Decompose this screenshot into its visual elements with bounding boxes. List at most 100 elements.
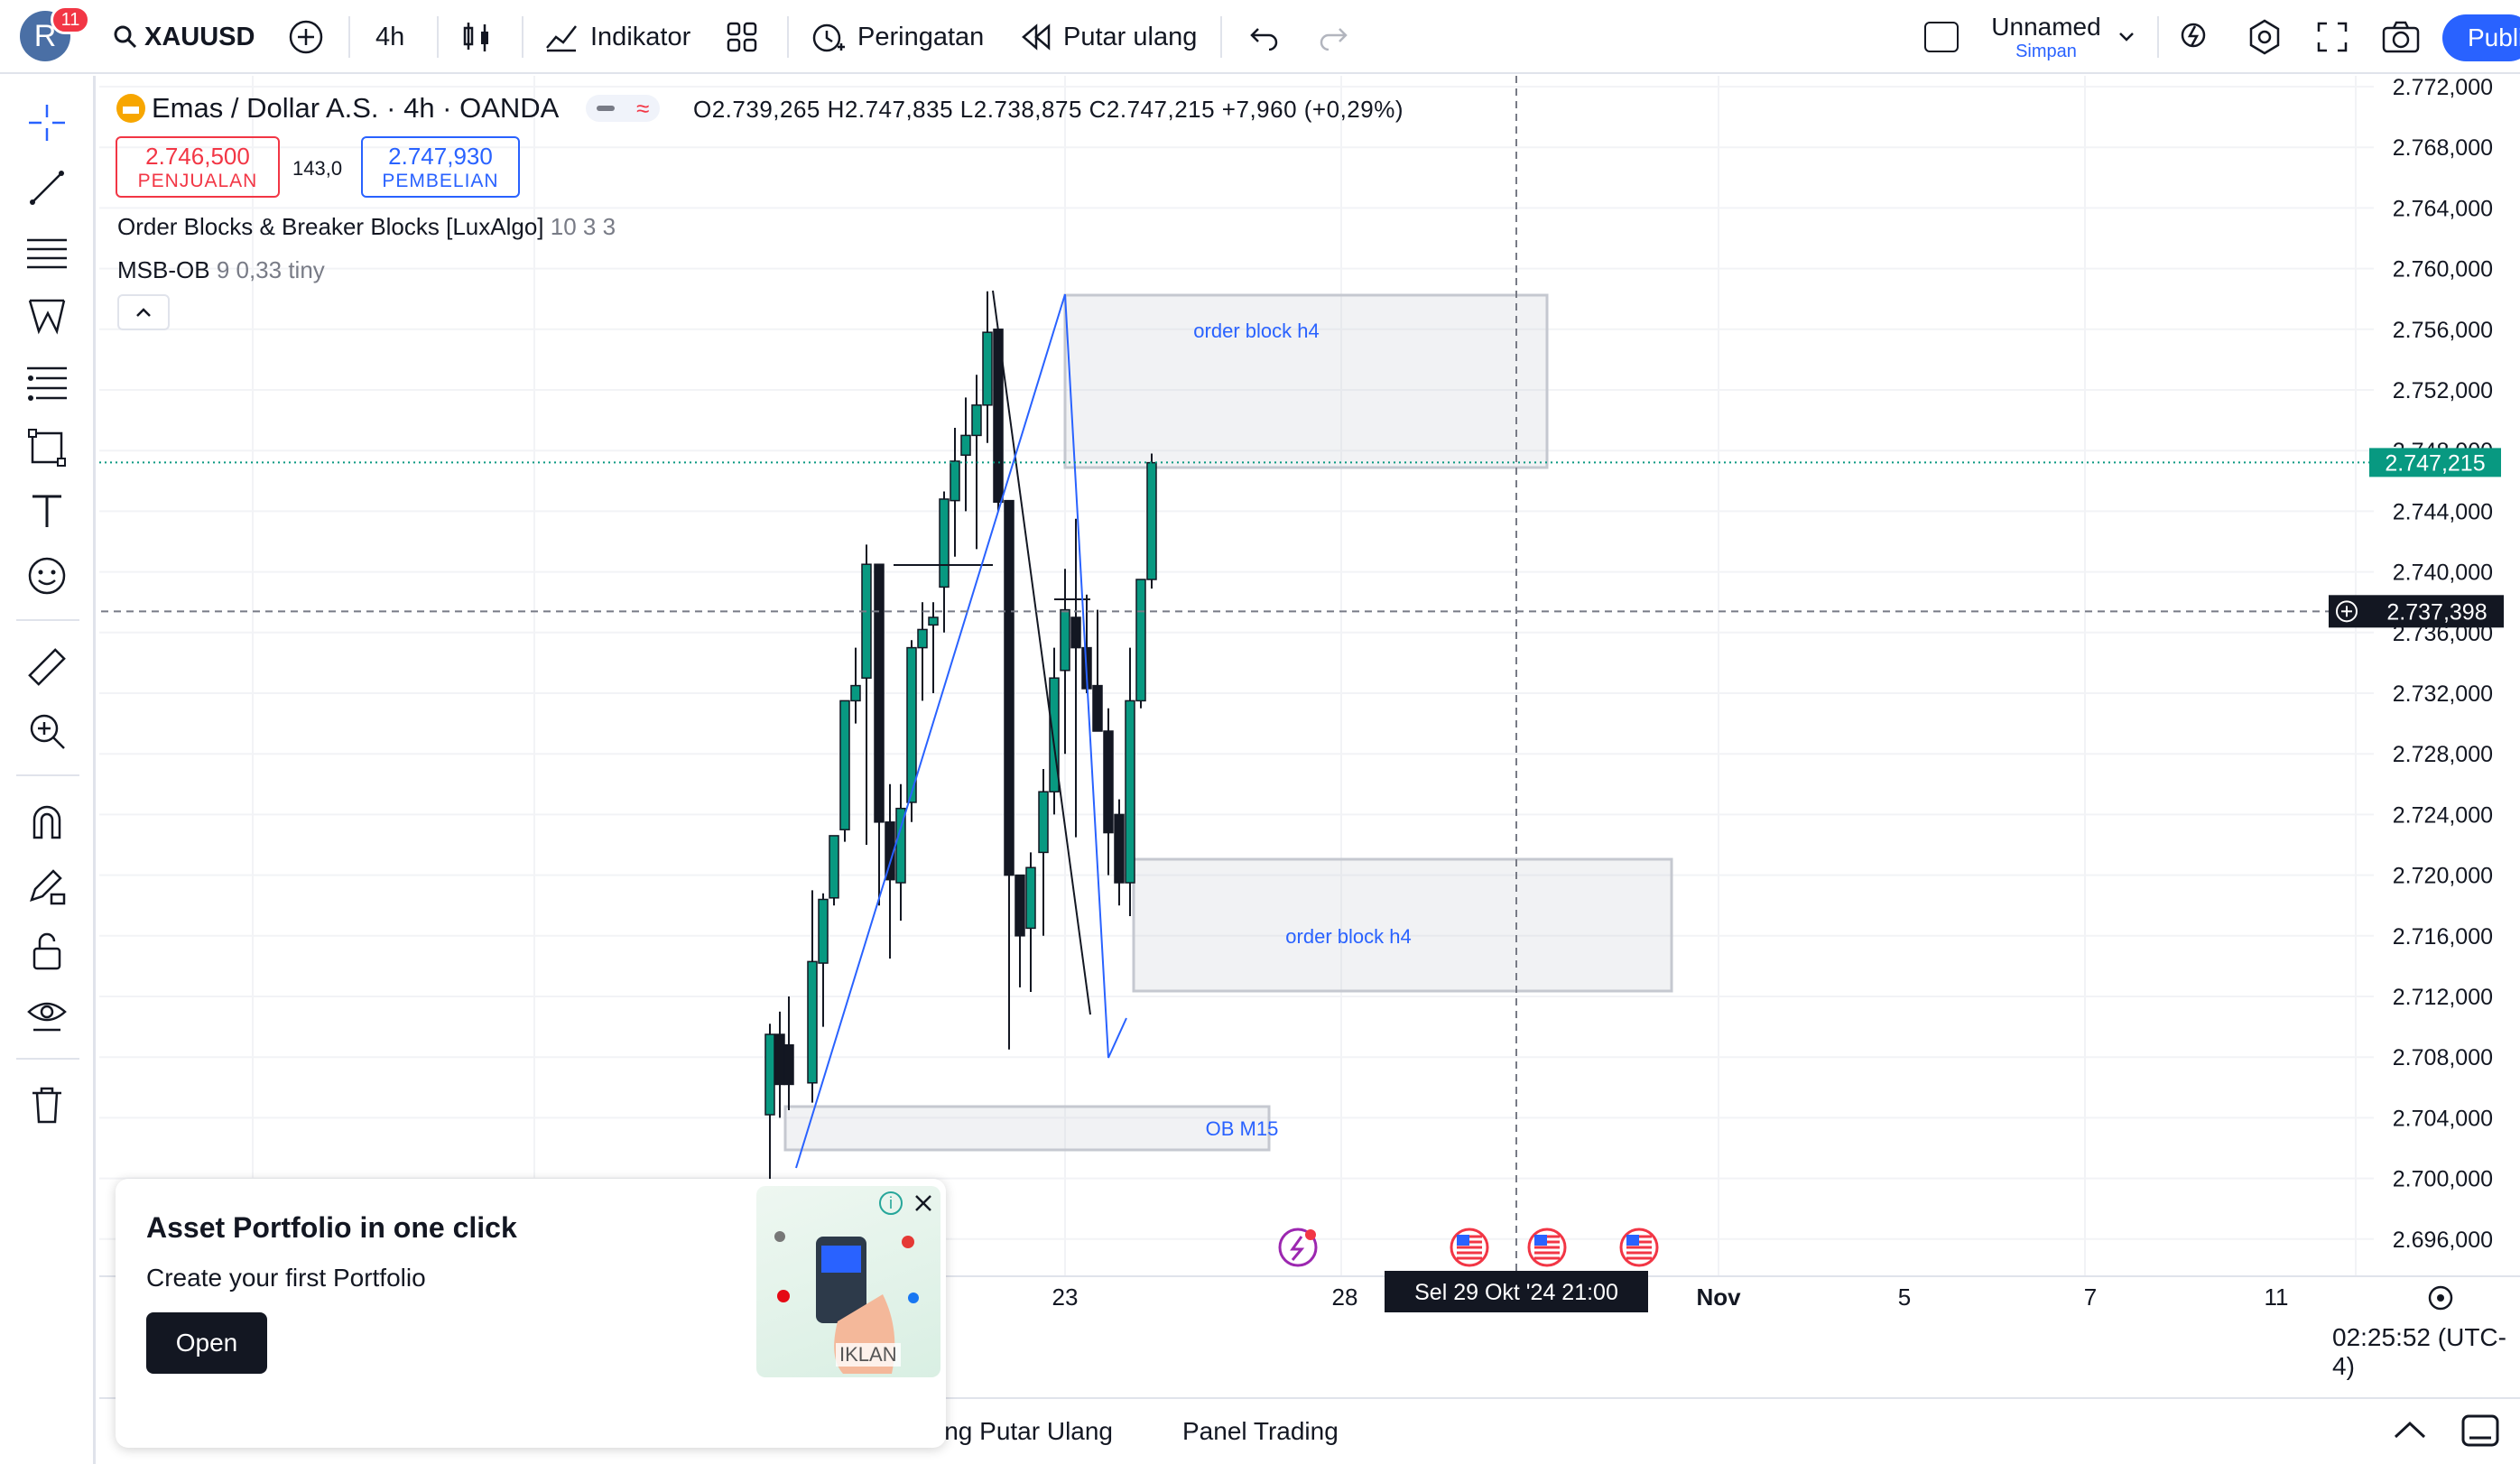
parallel-lines-icon bbox=[27, 238, 67, 269]
candle-body bbox=[960, 434, 971, 456]
ad-info-icon[interactable]: i bbox=[879, 1191, 903, 1215]
us-flag-icon bbox=[1457, 1235, 1469, 1246]
indicators-button[interactable]: Indikator bbox=[543, 0, 690, 74]
last-price-label: 2.747,215 bbox=[2385, 450, 2485, 476]
measure-tool[interactable] bbox=[23, 644, 70, 691]
alerts-button[interactable]: Peringatan bbox=[809, 0, 984, 74]
sell-price: 2.746,500 bbox=[145, 142, 250, 170]
publish-button[interactable]: Publi bbox=[2442, 14, 2520, 61]
rectangle-tool[interactable] bbox=[23, 424, 70, 471]
fullscreen-button[interactable] bbox=[2316, 0, 2349, 74]
tab-trading-panel[interactable]: Panel Trading bbox=[1182, 1417, 1339, 1445]
collapse-legend-button[interactable] bbox=[117, 294, 170, 330]
time-tick-label: 23 bbox=[1052, 1283, 1079, 1311]
horizontal-lines-tool[interactable] bbox=[23, 229, 70, 276]
fibonacci-icon bbox=[27, 366, 67, 401]
axis-settings-icon bbox=[2428, 1285, 2453, 1311]
maximize-icon bbox=[2461, 1414, 2499, 1447]
last-price-tag bbox=[2369, 448, 2501, 477]
timezone-clock[interactable]: 02:25:52 (UTC-4) bbox=[2332, 1323, 2506, 1380]
layout-checkbox[interactable] bbox=[1924, 0, 1959, 74]
wave-icon: ≈ bbox=[636, 94, 650, 122]
stay-drawing-tool[interactable] bbox=[23, 863, 70, 910]
expand-panel-button[interactable] bbox=[2392, 1419, 2428, 1445]
candle-body bbox=[1103, 730, 1114, 834]
rewind-icon bbox=[1022, 23, 1051, 51]
price-tick-label: 2.724,000 bbox=[2393, 802, 2493, 828]
trendline-tool[interactable] bbox=[23, 164, 70, 211]
msb-line bbox=[992, 290, 1091, 1015]
indicator-legend-luxalgo[interactable]: Order Blocks & Breaker Blocks [LuxAlgo] … bbox=[117, 213, 616, 241]
crosshair-tool[interactable] bbox=[23, 99, 70, 146]
axis-settings-icon bbox=[2437, 1294, 2444, 1302]
candle-body bbox=[1092, 684, 1103, 732]
drawing-toolbar bbox=[0, 76, 96, 1464]
redo-button[interactable] bbox=[1318, 0, 1348, 74]
sell-button[interactable]: 2.746,500 PENJUALAN bbox=[116, 136, 280, 198]
compare-symbol-button[interactable] bbox=[287, 0, 325, 74]
quick-search-button[interactable] bbox=[2177, 0, 2213, 74]
indicators-icon bbox=[546, 25, 577, 52]
market-status-pill[interactable]: ≈ bbox=[586, 94, 661, 122]
notification-badge: 11 bbox=[51, 5, 90, 34]
order-block-zone bbox=[783, 1105, 1271, 1152]
replay-label: Putar ulang bbox=[1063, 22, 1198, 51]
indicators-label: Indikator bbox=[590, 22, 691, 51]
hide-drawings-tool[interactable] bbox=[23, 991, 70, 1038]
toolbar-divider bbox=[16, 774, 79, 776]
symbol-title: Emas / Dollar A.S. · 4h · OANDA bbox=[152, 92, 560, 124]
candle-body bbox=[1114, 813, 1125, 884]
candle-body bbox=[950, 460, 960, 502]
zoom-tool[interactable] bbox=[23, 708, 70, 755]
chart-type-button[interactable] bbox=[460, 0, 493, 74]
undo-button[interactable] bbox=[1249, 0, 1280, 74]
symbol-search-button[interactable]: XAUUSD bbox=[112, 0, 255, 74]
price-tick-label: 2.760,000 bbox=[2393, 257, 2493, 283]
magnet-icon bbox=[32, 805, 61, 839]
ad-close-button[interactable] bbox=[910, 1190, 937, 1217]
price-chart[interactable]: order block h4 order block h4 OB M15 2.772,… bbox=[99, 76, 2520, 1390]
indicator-params: 9 0,33 tiny bbox=[216, 256, 325, 283]
magnet-tool[interactable] bbox=[23, 798, 70, 845]
replay-button[interactable]: Putar ulang bbox=[1020, 0, 1197, 74]
snapshot-button[interactable] bbox=[2381, 0, 2421, 74]
templates-button[interactable] bbox=[726, 0, 758, 74]
layout-dropdown-button[interactable] bbox=[2117, 0, 2136, 74]
grid-icon bbox=[727, 22, 757, 52]
trend-line-icon bbox=[30, 171, 64, 205]
ad-tag: IKLAN bbox=[836, 1343, 901, 1367]
toolbar-divider bbox=[787, 16, 789, 58]
remove-drawings-tool[interactable] bbox=[23, 1081, 70, 1128]
dash-icon bbox=[597, 106, 616, 111]
candle-body bbox=[1049, 677, 1060, 792]
price-tick-label: 2.728,000 bbox=[2393, 742, 2493, 767]
candle-body bbox=[807, 960, 818, 1084]
pattern-tool[interactable] bbox=[23, 292, 70, 339]
zone-label: OB M15 bbox=[1206, 1117, 1279, 1140]
maximize-panel-button[interactable] bbox=[2460, 1413, 2500, 1452]
settings-button[interactable] bbox=[2246, 0, 2284, 74]
toolbar-divider bbox=[1220, 16, 1222, 58]
candle-body bbox=[1125, 700, 1135, 884]
plus-circle-icon bbox=[2336, 600, 2358, 623]
buy-button[interactable]: 2.747,930 PEMBELIAN bbox=[361, 136, 520, 198]
tab-replay-trading[interactable]: ing Putar Ulang bbox=[939, 1417, 1114, 1445]
ruler-icon bbox=[28, 648, 66, 686]
candle-body bbox=[982, 331, 993, 406]
fib-tool[interactable] bbox=[23, 359, 70, 406]
candle-body bbox=[1025, 866, 1036, 930]
emoji-tool[interactable] bbox=[23, 552, 70, 599]
chart-pane[interactable]: order block h4 order block h4 OB M15 2.772,… bbox=[99, 76, 2520, 1390]
ad-title: Asset Portfolio in one click bbox=[146, 1211, 517, 1244]
candle-body bbox=[1060, 608, 1070, 672]
ad-open-button[interactable]: Open bbox=[146, 1312, 267, 1374]
candle-body bbox=[774, 1033, 785, 1086]
lock-drawings-tool[interactable] bbox=[23, 928, 70, 975]
indicator-legend-msb[interactable]: MSB-OB 9 0,33 tiny bbox=[117, 256, 325, 284]
layout-name-button[interactable]: Unnamed Simpan bbox=[1987, 13, 2105, 62]
price-tick-label: 2.768,000 bbox=[2393, 135, 2493, 161]
ad-image: IKLAN i bbox=[756, 1186, 940, 1377]
text-tool[interactable] bbox=[23, 487, 70, 534]
layout-name: Unnamed bbox=[1991, 13, 2101, 41]
interval-button[interactable]: 4h bbox=[375, 0, 404, 74]
